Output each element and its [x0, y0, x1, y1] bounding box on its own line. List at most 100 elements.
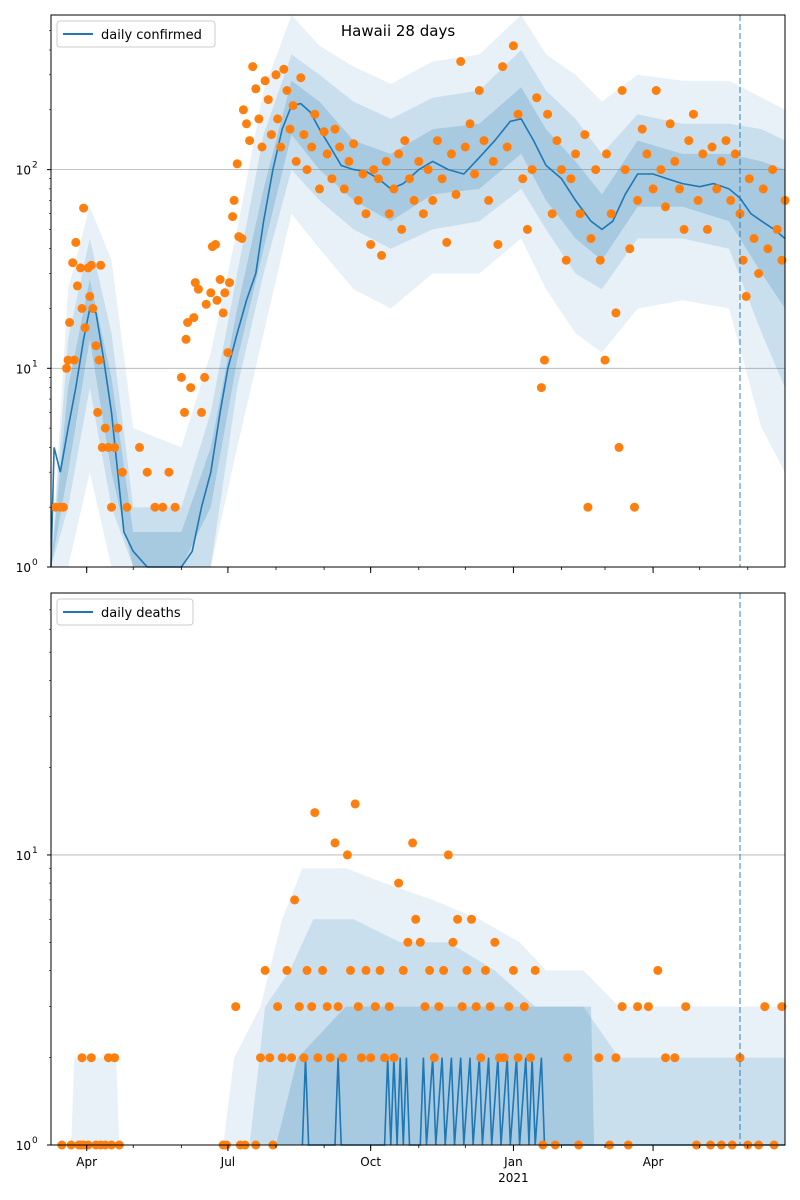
confirmed-point	[77, 304, 87, 313]
confirmed-point	[698, 149, 708, 159]
deaths-point	[760, 1002, 770, 1012]
confirmed-point	[63, 355, 73, 365]
confirmed-point	[591, 165, 601, 175]
confirmed-point	[299, 130, 309, 140]
confirmed-point	[552, 136, 562, 146]
deaths-xtick-label: Jul	[220, 1155, 235, 1169]
confirmed-point	[319, 127, 329, 137]
confirmed-point	[238, 105, 248, 115]
confirmed-point	[113, 423, 123, 433]
confirmed-point	[206, 288, 216, 298]
confirmed-point	[620, 165, 630, 175]
deaths-point	[330, 838, 340, 848]
deaths-point	[594, 1053, 604, 1063]
confirmed-point	[71, 237, 81, 247]
confirmed-point	[327, 174, 337, 184]
confirmed-point	[465, 119, 475, 129]
confirmed-point	[498, 62, 508, 72]
deaths-point	[563, 1053, 573, 1063]
confirmed-point	[675, 184, 684, 194]
deaths-point	[777, 1002, 787, 1012]
deaths-point	[530, 965, 540, 975]
confirmed-point	[344, 156, 354, 166]
confirmed-point	[586, 234, 596, 243]
confirmed-point	[212, 295, 222, 305]
deaths-point	[380, 1053, 390, 1063]
confirmed-point	[414, 156, 424, 166]
deaths-band-2	[276, 1006, 785, 1145]
confirmed-point	[493, 240, 503, 249]
confirmed-point	[384, 209, 394, 219]
confirmed-x-ticks	[86, 567, 749, 573]
deaths-point	[481, 965, 490, 975]
deaths-series-line	[301, 1057, 785, 1146]
confirmed-point	[460, 142, 470, 152]
confirmed-point	[201, 299, 211, 309]
confirmed-point	[661, 202, 670, 212]
confirmed-point	[291, 156, 301, 166]
confirmed-point	[353, 195, 363, 205]
confirmed-point	[110, 442, 120, 452]
confirmed-ytick-exponent: 0	[32, 558, 38, 568]
deaths-point	[643, 1002, 653, 1012]
confirmed-point	[197, 407, 206, 417]
deaths-legend: daily deaths	[56, 598, 194, 626]
deaths-point	[485, 1002, 495, 1012]
confirmed-point	[176, 372, 186, 382]
confirmed-point	[266, 130, 276, 140]
confirmed-point	[693, 195, 703, 205]
confirmed-point	[93, 407, 103, 417]
deaths-point	[384, 1002, 394, 1012]
confirmed-point	[65, 318, 75, 327]
deaths-line	[301, 1057, 785, 1146]
deaths-point	[273, 1002, 283, 1012]
confirmed-point	[85, 291, 95, 301]
confirmed-point	[665, 119, 675, 129]
confirmed-point	[488, 156, 498, 166]
deaths-point	[302, 965, 312, 975]
deaths-point	[338, 1053, 348, 1063]
confirmed-point	[164, 467, 174, 477]
confirmed-ytick-label: 10	[16, 362, 31, 376]
deaths-ytick-label: 10	[16, 849, 31, 863]
confirmed-point	[150, 502, 160, 512]
confirmed-point	[712, 184, 722, 194]
confirmed-point	[361, 209, 371, 219]
deaths-point	[661, 1053, 670, 1063]
confirmed-point	[611, 308, 621, 318]
confirmed-point	[369, 165, 379, 175]
confirmed-point	[215, 275, 225, 284]
deaths-point	[670, 1053, 680, 1063]
confirmed-point	[571, 149, 580, 159]
deaths-point	[231, 1002, 241, 1012]
confirmed-point	[575, 209, 585, 219]
deaths-point	[256, 1053, 265, 1063]
deaths-point	[519, 1002, 529, 1012]
deaths-point	[366, 1053, 376, 1063]
deaths-plot-frame	[50, 592, 786, 1146]
confirmed-point	[758, 184, 768, 194]
deaths-point	[346, 965, 355, 975]
confirmed-point	[721, 136, 731, 146]
confirmed-point	[428, 195, 438, 205]
confirmed-point	[310, 109, 320, 119]
confirmed-point	[279, 64, 289, 74]
deaths-xtick-label: Apr	[643, 1155, 664, 1169]
deaths-point	[448, 937, 458, 947]
confirmed-point	[248, 62, 258, 72]
confirmed-band-2	[51, 80, 785, 568]
confirmed-point	[135, 442, 144, 452]
confirmed-point	[377, 250, 386, 260]
confirmed-point	[518, 174, 528, 184]
confirmed-point	[193, 284, 203, 294]
confirmed-point	[679, 224, 689, 234]
deaths-point	[307, 1002, 317, 1012]
confirmed-point	[688, 109, 698, 119]
confirmed-point	[273, 114, 283, 124]
confirmed-series-line	[50, 102, 786, 568]
confirmed-point	[302, 165, 312, 175]
confirmed-point	[218, 308, 228, 318]
deaths-point	[375, 965, 385, 975]
confirmed-point	[738, 255, 748, 265]
